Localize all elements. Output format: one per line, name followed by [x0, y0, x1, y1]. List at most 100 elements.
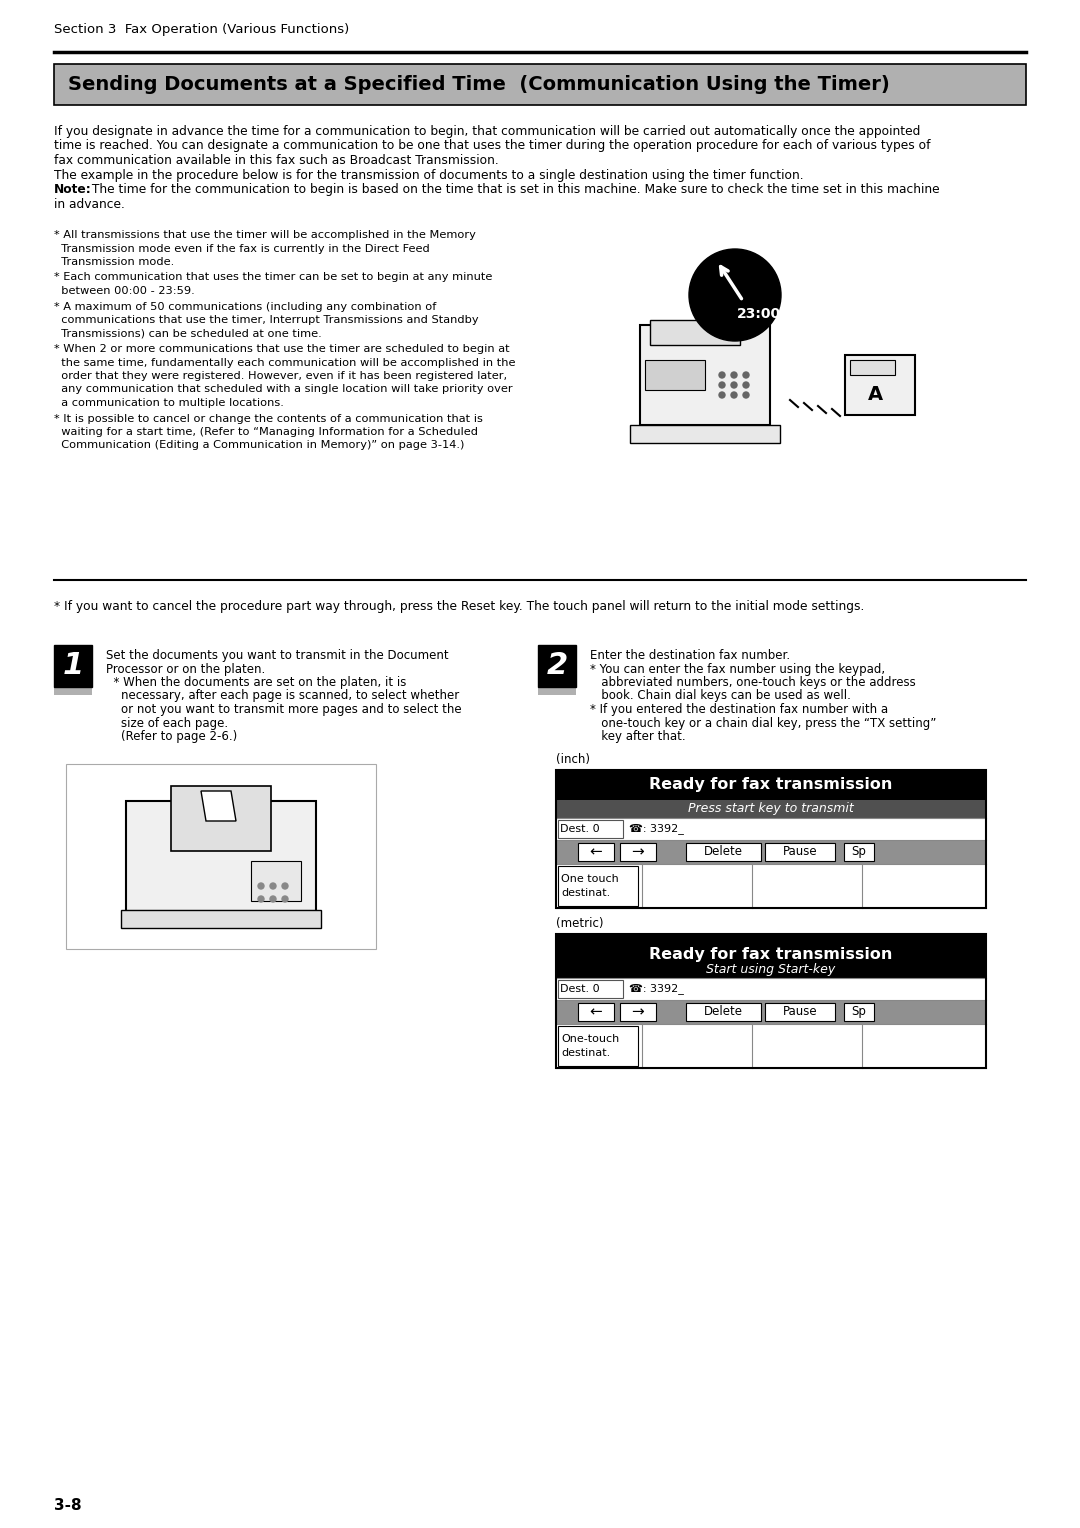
- Circle shape: [270, 895, 276, 902]
- Text: →: →: [632, 843, 645, 859]
- Text: waiting for a start time, (Refer to “Managing Information for a Scheduled: waiting for a start time, (Refer to “Man…: [54, 426, 478, 437]
- Text: (inch): (inch): [556, 752, 590, 766]
- Text: A: A: [867, 385, 882, 405]
- Text: The example in the procedure below is for the transmission of documents to a sin: The example in the procedure below is fo…: [54, 168, 804, 182]
- Text: * All transmissions that use the timer will be accomplished in the Memory: * All transmissions that use the timer w…: [54, 231, 476, 240]
- Circle shape: [258, 883, 264, 889]
- Circle shape: [731, 382, 737, 388]
- Bar: [620, 1002, 656, 1021]
- Text: 1: 1: [63, 651, 83, 680]
- Text: ←: ←: [590, 843, 603, 859]
- Text: Enter the destination fax number.: Enter the destination fax number.: [590, 649, 791, 662]
- Text: key after that.: key after that.: [590, 730, 686, 743]
- Bar: [556, 999, 986, 1024]
- Text: order that they were registered. However, even if it has been registered later,: order that they were registered. However…: [54, 371, 508, 380]
- Text: Pause: Pause: [783, 1005, 818, 1018]
- Bar: [845, 354, 915, 416]
- Text: size of each page.: size of each page.: [106, 717, 228, 729]
- Text: Delete: Delete: [704, 845, 743, 859]
- Text: (metric): (metric): [556, 917, 604, 929]
- Bar: [630, 425, 780, 443]
- Bar: [556, 839, 986, 863]
- Bar: [66, 764, 376, 949]
- Text: or not you want to transmit more pages and to select the: or not you want to transmit more pages a…: [106, 703, 461, 717]
- Text: destinat.: destinat.: [561, 1048, 610, 1057]
- Circle shape: [719, 371, 725, 377]
- Text: destinat.: destinat.: [561, 888, 610, 897]
- Text: Sp: Sp: [851, 845, 866, 859]
- Bar: [54, 64, 1026, 105]
- Text: abbreviated numbers, one-touch keys or the address: abbreviated numbers, one-touch keys or t…: [590, 675, 916, 689]
- Circle shape: [731, 393, 737, 397]
- Text: The time for the communication to begin is based on the time that is set in this: The time for the communication to begin …: [87, 183, 940, 196]
- Text: →: →: [632, 1004, 645, 1019]
- Text: time is reached. You can designate a communication to be one that uses the timer: time is reached. You can designate a com…: [54, 139, 931, 153]
- Text: * When the documents are set on the platen, it is: * When the documents are set on the plat…: [106, 675, 406, 689]
- Bar: [538, 688, 576, 695]
- Circle shape: [689, 249, 781, 341]
- Bar: [578, 1002, 615, 1021]
- Text: the same time, fundamentally each communication will be accomplished in the: the same time, fundamentally each commun…: [54, 358, 515, 368]
- Bar: [843, 1002, 874, 1021]
- Bar: [765, 842, 835, 860]
- Text: one-touch key or a chain dial key, press the “TX setting”: one-touch key or a chain dial key, press…: [590, 717, 936, 729]
- Text: Transmission mode.: Transmission mode.: [54, 257, 174, 267]
- Bar: [578, 842, 615, 860]
- Bar: [251, 860, 301, 902]
- Text: Start using Start-key: Start using Start-key: [706, 964, 836, 976]
- Bar: [620, 842, 656, 860]
- Text: * Each communication that uses the timer can be set to begin at any minute: * Each communication that uses the timer…: [54, 272, 492, 283]
- Text: Press start key to transmit: Press start key to transmit: [688, 802, 854, 814]
- Bar: [556, 799, 986, 817]
- Text: between 00:00 - 23:59.: between 00:00 - 23:59.: [54, 286, 194, 296]
- Circle shape: [743, 371, 750, 377]
- Circle shape: [282, 883, 288, 889]
- Bar: [556, 817, 986, 839]
- Text: Sending Documents at a Specified Time  (Communication Using the Timer): Sending Documents at a Specified Time (C…: [68, 75, 890, 95]
- Text: Ready for fax transmission: Ready for fax transmission: [649, 947, 893, 963]
- Text: ☎: 3392_: ☎: 3392_: [629, 824, 684, 834]
- Bar: [686, 1002, 761, 1021]
- Text: Delete: Delete: [704, 1005, 743, 1018]
- Text: One-touch: One-touch: [561, 1033, 619, 1044]
- Text: any communication that scheduled with a single location will take priority over: any communication that scheduled with a …: [54, 385, 513, 394]
- Bar: [556, 934, 986, 1068]
- Bar: [556, 978, 986, 999]
- Text: Communication (Editing a Communication in Memory)” on page 3-14.): Communication (Editing a Communication i…: [54, 440, 464, 451]
- Circle shape: [258, 895, 264, 902]
- Bar: [558, 979, 623, 998]
- Bar: [645, 361, 705, 390]
- Circle shape: [743, 393, 750, 397]
- Text: 3-8: 3-8: [54, 1497, 82, 1513]
- Bar: [556, 770, 986, 908]
- Bar: [556, 1024, 986, 1068]
- Bar: [686, 842, 761, 860]
- Text: If you designate in advance the time for a communication to begin, that communic: If you designate in advance the time for…: [54, 125, 920, 138]
- Bar: [558, 1025, 638, 1065]
- Circle shape: [719, 382, 725, 388]
- Text: 2: 2: [546, 651, 568, 680]
- Text: Dest. 0: Dest. 0: [561, 984, 599, 993]
- Bar: [121, 911, 321, 927]
- Circle shape: [282, 895, 288, 902]
- Text: Set the documents you want to transmit in the Document: Set the documents you want to transmit i…: [106, 649, 448, 662]
- Bar: [558, 865, 638, 906]
- Text: Section 3  Fax Operation (Various Functions): Section 3 Fax Operation (Various Functio…: [54, 23, 349, 37]
- Bar: [558, 819, 623, 837]
- Text: a communication to multiple locations.: a communication to multiple locations.: [54, 397, 284, 408]
- Bar: [54, 645, 92, 688]
- Circle shape: [731, 371, 737, 377]
- Bar: [765, 1002, 835, 1021]
- Text: necessary, after each page is scanned, to select whether: necessary, after each page is scanned, t…: [106, 689, 459, 703]
- Text: 23:00: 23:00: [737, 307, 781, 321]
- Text: fax communication available in this fax such as Broadcast Transmission.: fax communication available in this fax …: [54, 154, 499, 167]
- Polygon shape: [201, 792, 237, 821]
- Text: * When 2 or more communications that use the timer are scheduled to begin at: * When 2 or more communications that use…: [54, 344, 510, 354]
- Text: * You can enter the fax number using the keypad,: * You can enter the fax number using the…: [590, 663, 886, 675]
- Text: in advance.: in advance.: [54, 197, 125, 211]
- Text: Transmissions) can be scheduled at one time.: Transmissions) can be scheduled at one t…: [54, 329, 322, 339]
- Text: Processor or on the platen.: Processor or on the platen.: [106, 663, 266, 675]
- Bar: [126, 801, 316, 911]
- Text: One touch: One touch: [561, 874, 619, 883]
- Bar: [54, 688, 92, 695]
